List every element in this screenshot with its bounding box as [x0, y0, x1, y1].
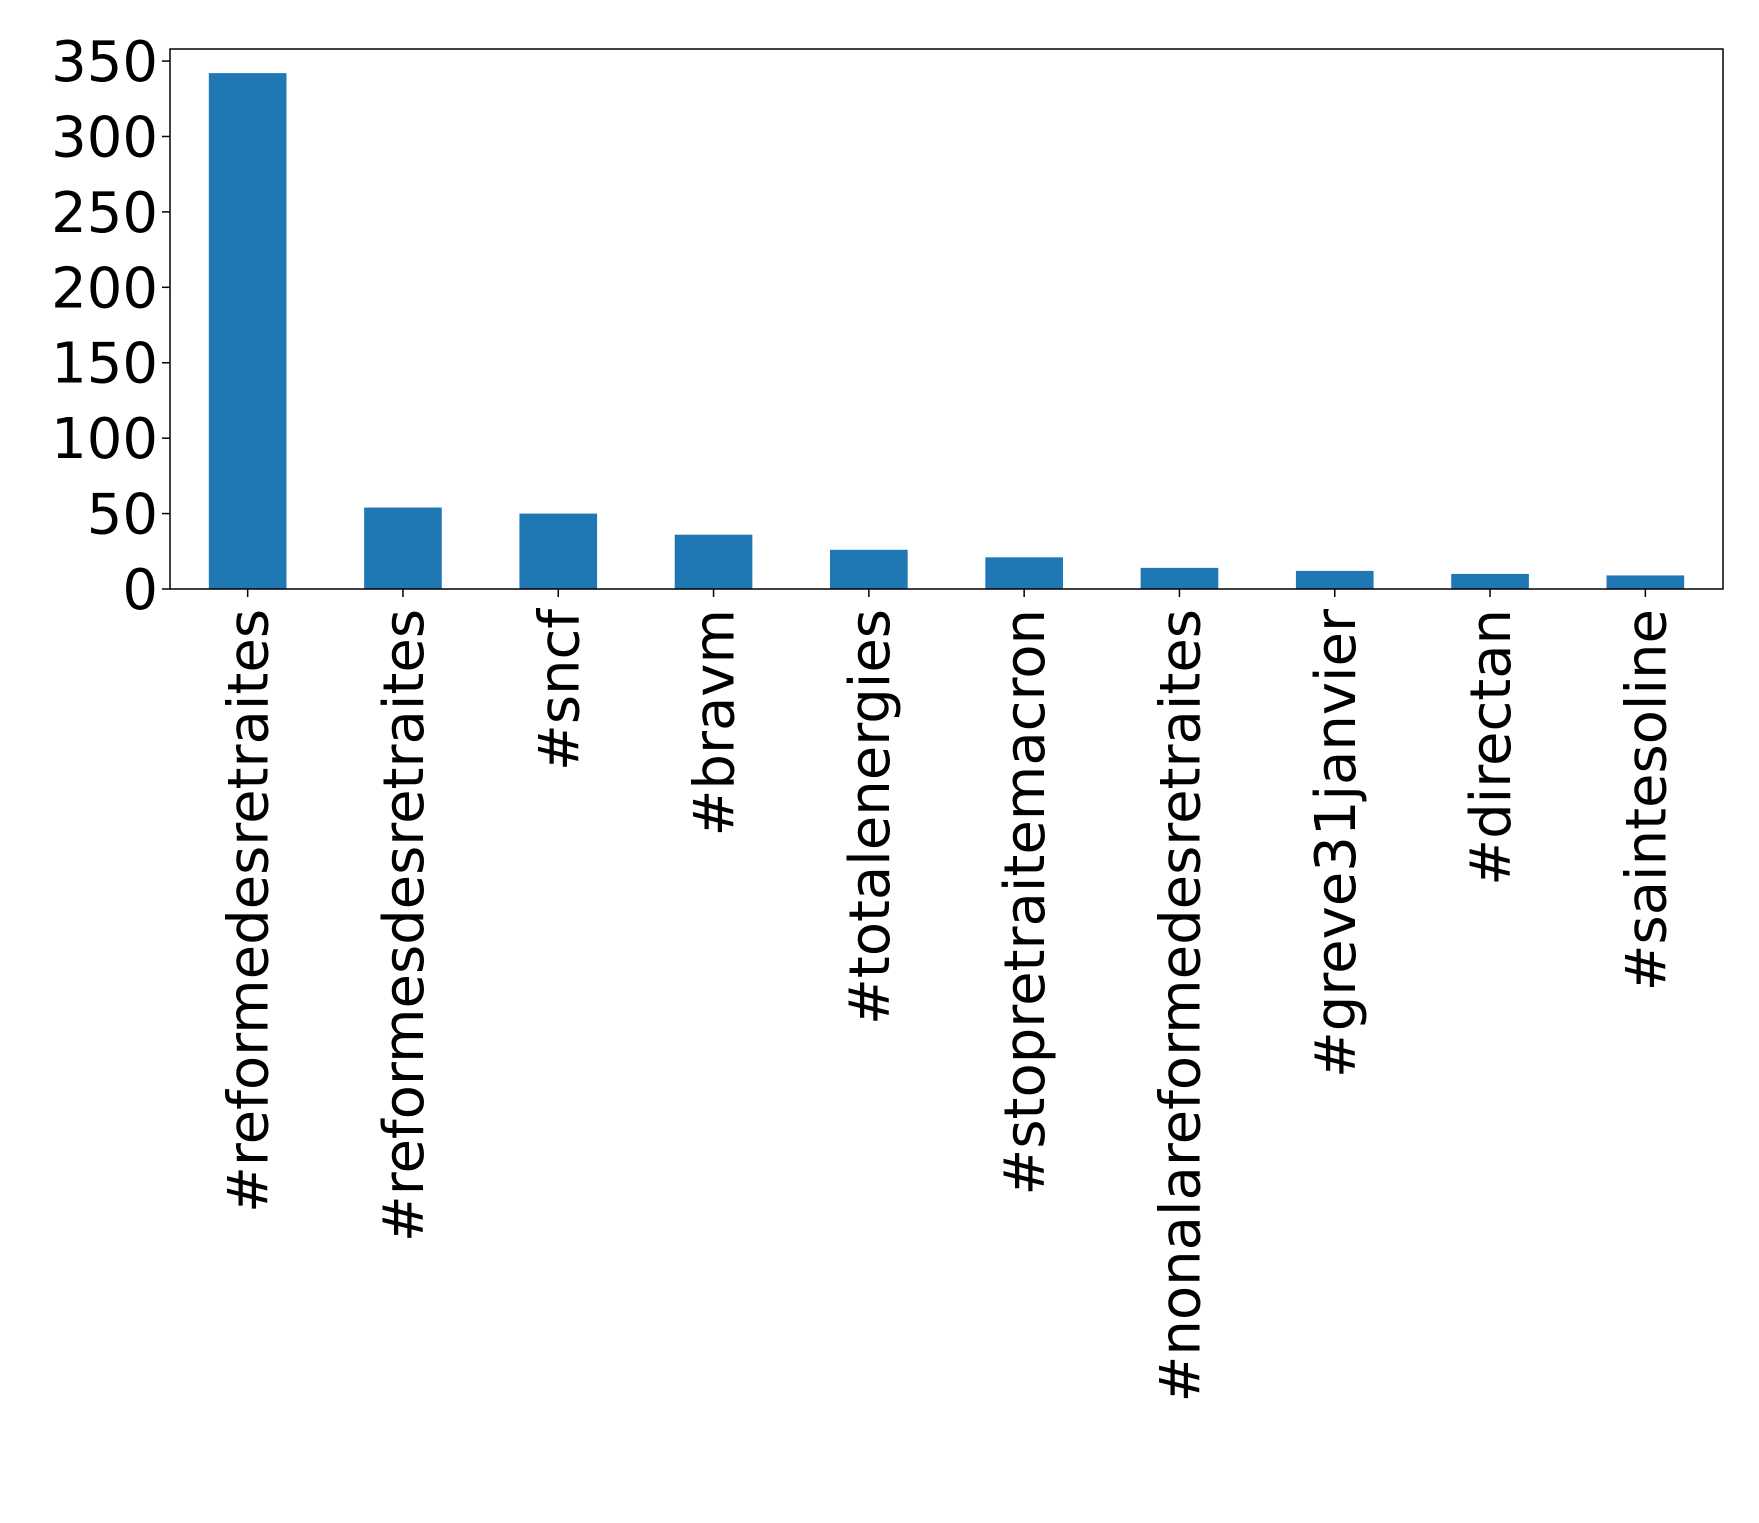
x-tick-label: #reformedesretraites [217, 609, 282, 1213]
y-axis-ticks: 0 50 100 150 200 250 300 350 [51, 30, 170, 623]
y-tick-label: 0 [122, 558, 158, 623]
x-tick-label: #directan [1459, 609, 1524, 886]
x-tick-label: #saintesoline [1614, 609, 1679, 991]
y-tick-label: 300 [51, 105, 158, 170]
bar-9 [1606, 575, 1685, 589]
bar-0 [208, 73, 287, 589]
bar-7 [1295, 570, 1374, 589]
y-tick-label: 200 [51, 256, 158, 321]
y-tick-label: 100 [51, 407, 158, 472]
bar-1 [364, 507, 442, 589]
bars-layer [208, 73, 1685, 589]
bar-2 [519, 513, 598, 589]
x-tick-label: #bravm [683, 609, 748, 837]
x-tick-label: #nonalareformedesretraites [1148, 609, 1213, 1403]
bar-8 [1451, 573, 1529, 589]
bar-4 [830, 549, 908, 589]
x-tick-label: #stopretraitemacron [993, 609, 1058, 1196]
x-axis-ticks: #reformedesretraites #reformesdesretraite… [217, 589, 1679, 1403]
bar-3 [674, 534, 753, 589]
y-tick-label: 350 [51, 30, 158, 95]
y-tick-label: 150 [51, 332, 158, 397]
plot-area-frame [169, 48, 1724, 590]
bar-6 [1140, 567, 1219, 589]
y-tick-label: 250 [51, 181, 158, 246]
x-tick-label: #reformesdesretraites [372, 609, 437, 1242]
y-tick-label: 50 [87, 483, 158, 548]
x-tick-label: #totalenergies [838, 609, 903, 1025]
bar-5 [985, 557, 1063, 589]
x-tick-label: #sncf [527, 608, 592, 771]
x-tick-label: #greve31janvier [1304, 608, 1369, 1078]
